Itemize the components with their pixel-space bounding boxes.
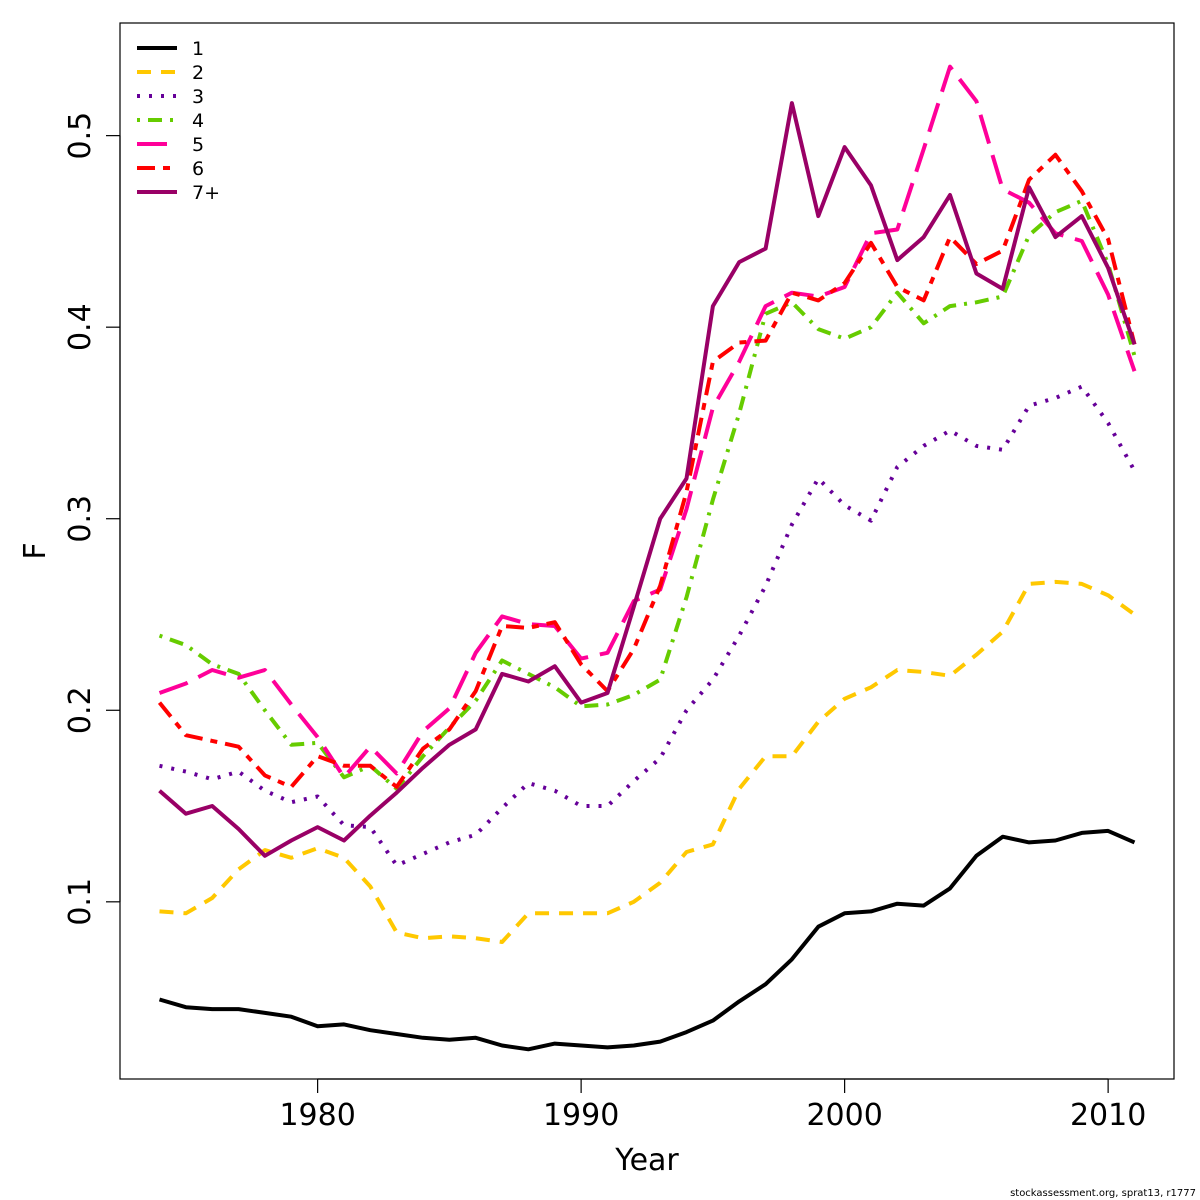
- legend-label-4: 4: [192, 110, 204, 132]
- plot-frame: [119, 22, 1175, 1080]
- legend-label-3: 3: [192, 86, 204, 108]
- legend-label-1: 1: [192, 38, 204, 60]
- series-lines: [157, 64, 1137, 1052]
- x-tick-label: 1980: [279, 1098, 355, 1133]
- series-line-4: [158, 198, 1137, 791]
- y-tick-label: 0.1: [63, 878, 98, 926]
- legend-label-2: 2: [192, 62, 204, 84]
- series-line-1: [158, 828, 1136, 1052]
- y-axis-label: F: [18, 542, 53, 559]
- y-tick-label: 0.2: [63, 686, 98, 734]
- y-tick-label: 0.5: [63, 112, 98, 160]
- x-tick-label: 2010: [1070, 1098, 1146, 1133]
- x-tick-label: 2000: [806, 1098, 882, 1133]
- x-tick-label: 1990: [543, 1098, 619, 1133]
- series-line-6: [157, 152, 1137, 789]
- series-line-7: [158, 101, 1137, 858]
- x-axis-label: Year: [614, 1143, 679, 1178]
- series-line-5: [158, 64, 1137, 780]
- series-line-2: [159, 579, 1136, 944]
- y-tick-label: 0.4: [63, 303, 98, 351]
- legend-label-7: 7+: [192, 182, 220, 204]
- series-line-3: [159, 384, 1137, 868]
- legend-label-5: 5: [192, 134, 204, 156]
- y-tick-label: 0.3: [63, 495, 98, 543]
- legend-label-6: 6: [192, 158, 204, 180]
- credit-text: stockassessment.org, sprat13, r1777: [1010, 1188, 1196, 1199]
- y-axis: 0.1 0.2 0.3 0.4 0.5: [63, 112, 121, 926]
- x-axis: 1980 1990 2000 2010: [279, 1078, 1146, 1133]
